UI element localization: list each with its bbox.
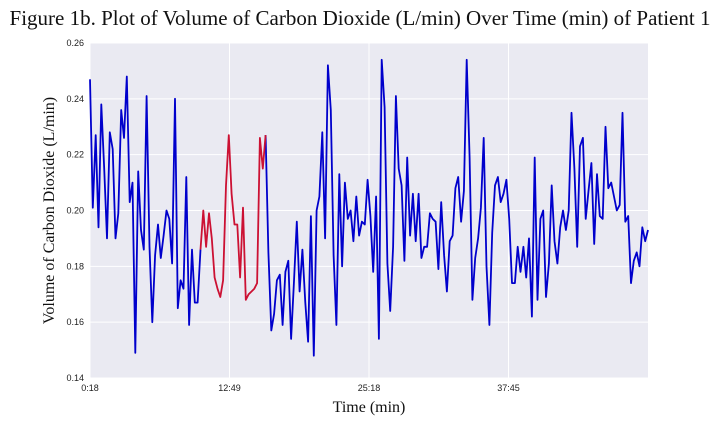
series-line-highlight: [199, 134, 267, 301]
y-tick-label: 0.20: [66, 206, 84, 216]
y-tick-label: 0.16: [66, 317, 84, 327]
x-tick-label: 0:18: [81, 383, 99, 393]
x-axis-label: Time (min): [333, 399, 406, 416]
y-axis-label: Volume of Carbon Dioxide (L/min): [41, 97, 58, 324]
y-tick-label: 0.22: [66, 150, 84, 160]
y-tick-label: 0.26: [66, 38, 84, 48]
series-lines: [89, 58, 649, 357]
tick-labels: 0.14 0.16 0.18 0.20 0.22 0.24 0.26 0:18 12:49 25:…: [66, 38, 519, 393]
x-tick-label: 37:45: [497, 383, 520, 393]
x-tick-label: 12:49: [218, 383, 241, 393]
y-tick-label: 0.18: [66, 261, 84, 271]
series-line-main: [89, 75, 202, 354]
chart-title: Figure 1b. Plot of Volume of Carbon Diox…: [9, 6, 711, 30]
y-tick-label: 0.14: [66, 373, 84, 383]
series-line-main: [264, 58, 649, 357]
y-tick-label: 0.24: [66, 94, 84, 104]
x-tick-label: 25:18: [358, 383, 381, 393]
